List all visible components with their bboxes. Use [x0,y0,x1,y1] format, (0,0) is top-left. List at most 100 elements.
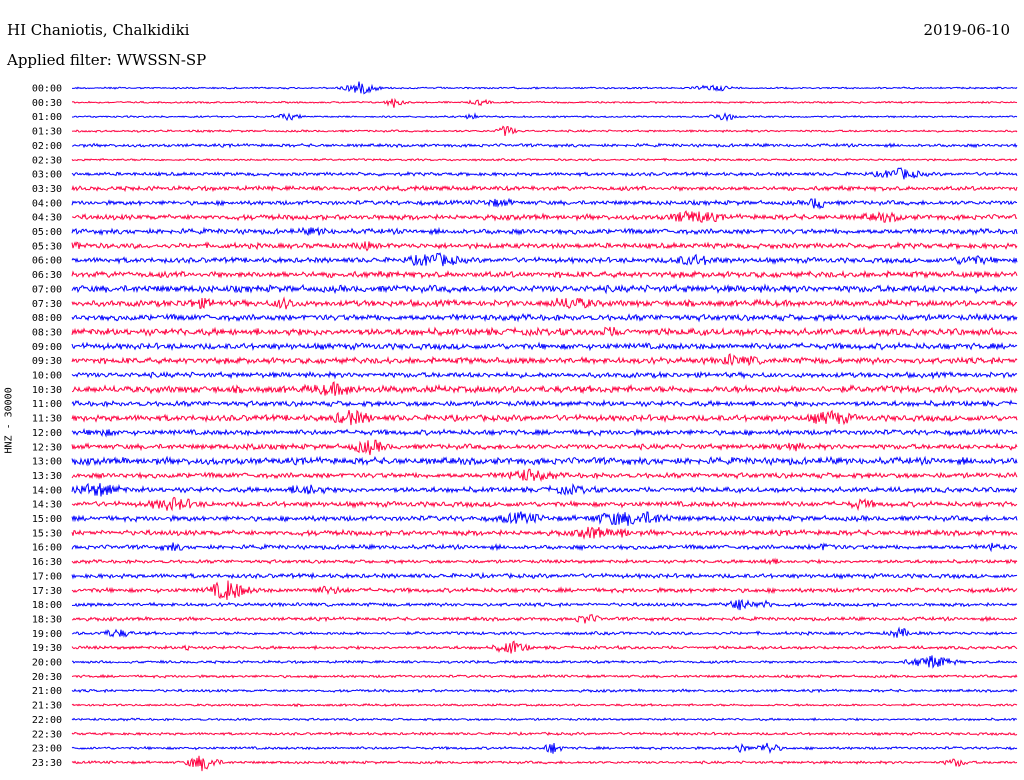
seismic-trace [71,226,1018,236]
tick-label: 21:00 [32,686,62,697]
seismic-trace [71,241,1018,252]
seismic-trace [71,428,1018,438]
tick-label: 19:00 [32,629,62,640]
tick-label: 00:00 [32,84,62,95]
tick-label: 18:00 [32,600,62,611]
seismic-trace [71,97,1018,108]
tick-label: 01:30 [32,127,62,138]
tick-label: 06:00 [32,256,62,267]
tick-label: 14:00 [32,485,62,496]
seismic-trace [71,496,1018,512]
tick-label: 13:00 [32,457,62,468]
seismic-trace [71,557,1018,566]
tick-label: 09:00 [32,342,62,353]
tick-label: 17:30 [32,586,62,597]
tick-label: 19:30 [32,643,62,654]
seismic-trace [71,252,1018,267]
seismic-trace [71,167,1018,180]
seismic-trace [71,157,1018,162]
tick-label: 10:00 [32,371,62,382]
seismic-trace [71,326,1018,338]
tick-label: 02:30 [32,155,62,166]
seismic-trace [71,370,1018,380]
tick-label: 11:30 [32,414,62,425]
tick-label: 22:30 [32,729,62,740]
seismic-trace [71,283,1018,295]
seismic-trace [71,542,1018,553]
tick-label: 20:30 [32,672,62,683]
tick-label: 21:30 [32,701,62,712]
tick-label: 05:00 [32,227,62,238]
tick-label: 04:30 [32,213,62,224]
tick-label: 03:30 [32,184,62,195]
seismic-trace [71,296,1018,310]
tick-label: 05:30 [32,241,62,252]
seismic-trace [71,381,1018,396]
seismic-trace [71,717,1018,722]
date-label: 2019-06-10 [923,21,1010,39]
tick-label: 04:00 [32,198,62,209]
seismic-trace [71,269,1018,280]
tick-label: 15:00 [32,514,62,525]
seismic-trace [71,409,1018,426]
tick-label: 08:00 [32,313,62,324]
seismic-trace [71,112,1018,122]
seismic-trace [71,580,1018,601]
tick-label: 16:30 [32,557,62,568]
tick-label: 18:30 [32,614,62,625]
seismic-trace [71,455,1018,467]
tick-label: 15:30 [32,528,62,539]
tick-label: 07:30 [32,299,62,310]
tick-label: 11:00 [32,399,62,410]
seismic-trace [71,640,1018,654]
tick-label: 07:00 [32,284,62,295]
tick-label: 16:00 [32,543,62,554]
seismic-trace [71,598,1018,611]
seismic-trace [71,571,1018,580]
seismic-trace [71,439,1018,456]
seismic-trace [71,399,1018,409]
seismic-trace [71,511,1018,526]
seismic-trace [71,673,1018,679]
tick-label: 09:30 [32,356,62,367]
seismic-trace [72,210,1018,223]
tick-label: 14:30 [32,500,62,511]
seismic-trace [71,613,1018,624]
seismic-trace [71,742,1018,755]
seismic-trace [72,81,1018,95]
seismic-trace [71,731,1018,737]
seismic-trace [71,353,1018,367]
seismic-trace [71,702,1018,708]
tick-label: 23:30 [32,758,62,769]
seismic-trace [71,755,1018,772]
tick-label: 12:30 [32,442,62,453]
tick-label: 12:00 [32,428,62,439]
tick-label: 23:00 [32,744,62,755]
seismic-trace [71,341,1018,352]
seismic-trace [71,184,1018,193]
seismic-trace [71,125,1018,136]
tick-label: 10:30 [32,385,62,396]
seismic-trace [71,526,1018,540]
tick-label: 22:00 [32,715,62,726]
seismic-trace [71,468,1018,482]
filter-label: Applied filter: WWSSN-SP [7,51,207,69]
seismic-trace [71,482,1018,497]
tick-label: 00:30 [32,98,62,109]
seismic-trace [71,688,1018,694]
tick-label: 20:00 [32,658,62,669]
seismic-trace [71,142,1018,149]
tick-label: 03:00 [32,170,62,181]
tick-label: 08:30 [32,327,62,338]
tick-label: 06:30 [32,270,62,281]
station-title: HI Chaniotis, Chalkidiki [7,21,190,39]
tick-label: 13:30 [32,471,62,482]
seismic-trace [71,197,1018,210]
seismic-trace [72,655,1018,669]
tick-label: 02:00 [32,141,62,152]
seismic-trace [71,312,1018,323]
seismic-trace [71,626,1018,639]
tick-label: 17:00 [32,571,62,582]
tick-label: 01:00 [32,112,62,123]
